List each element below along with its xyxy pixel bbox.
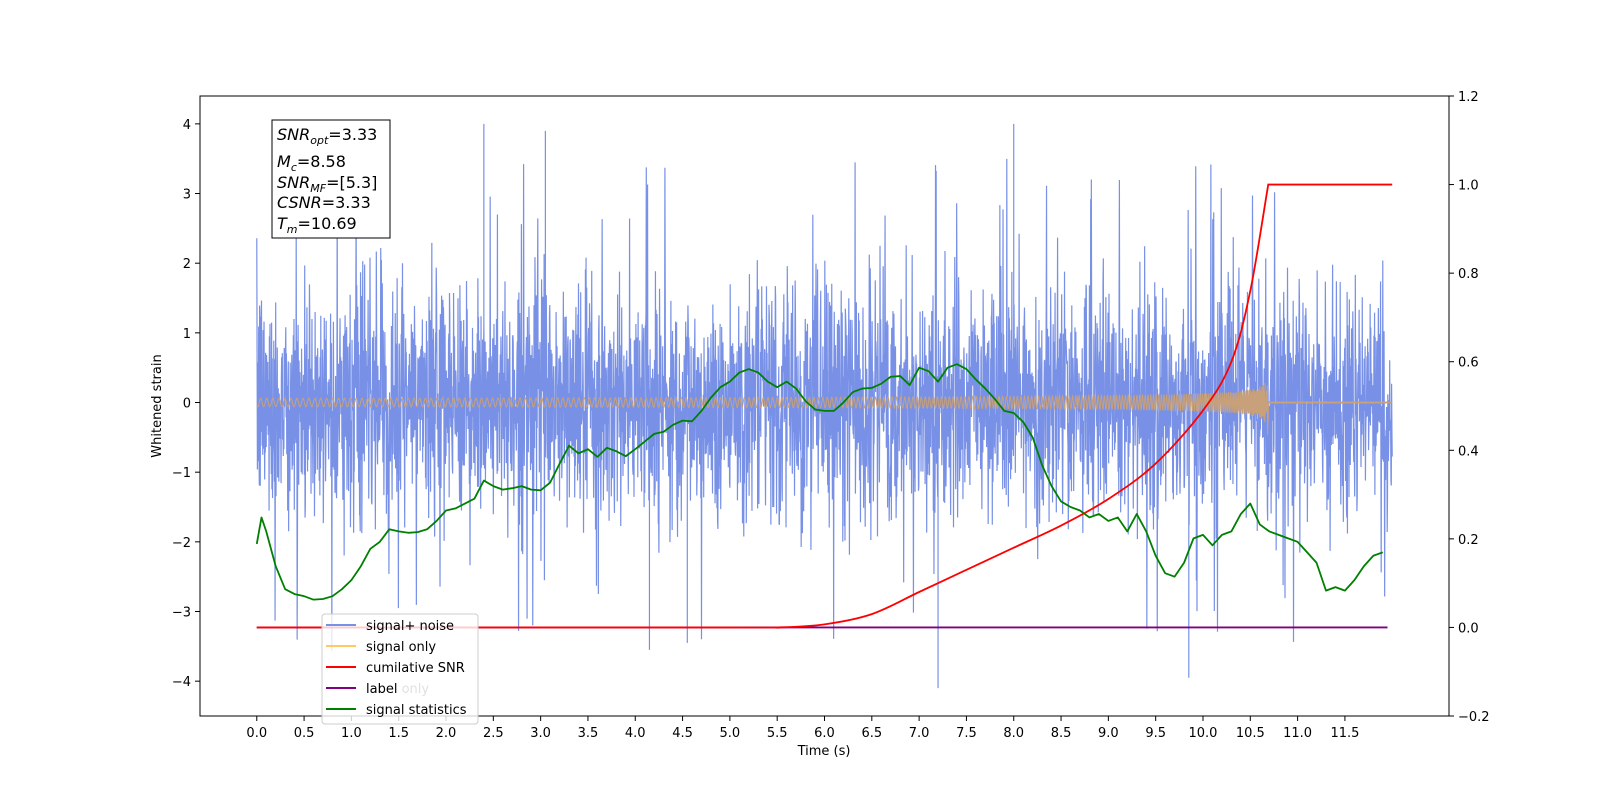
x-tick-label: 2.0 bbox=[436, 726, 457, 741]
legend-label-signal-statistics: signal statistics bbox=[366, 703, 467, 718]
y-left-tick-label: 0 bbox=[183, 397, 191, 412]
x-tick-label: 8.0 bbox=[1003, 726, 1024, 741]
x-tick-label: 1.0 bbox=[341, 726, 362, 741]
series-signal-noise bbox=[256, 123, 1393, 689]
info-line-csnr: CSNR=3.33 bbox=[277, 193, 371, 212]
x-tick-label: 0.0 bbox=[246, 726, 267, 741]
x-tick-label: 0.5 bbox=[294, 726, 315, 741]
x-tick-label: 9.5 bbox=[1145, 726, 1166, 741]
x-tick-label: 3.0 bbox=[530, 726, 551, 741]
y-left-tick-label: 3 bbox=[183, 188, 191, 203]
x-tick-label: 11.0 bbox=[1283, 726, 1312, 741]
plot-area bbox=[255, 123, 1393, 689]
x-tick-label: 5.0 bbox=[720, 726, 741, 741]
x-tick-label: 5.5 bbox=[767, 726, 788, 741]
x-tick-label: 7.5 bbox=[956, 726, 977, 741]
x-tick-label: 4.5 bbox=[672, 726, 693, 741]
y-left-tick-label: −4 bbox=[172, 675, 191, 690]
x-axis-label: Time (s) bbox=[797, 744, 851, 759]
info-line-tm: Tm=10.69 bbox=[277, 214, 357, 236]
y-left-tick-label: −3 bbox=[172, 606, 191, 621]
info-box-frame bbox=[271, 119, 391, 239]
x-tick-label: 4.0 bbox=[625, 726, 646, 741]
x-tick-label: 2.5 bbox=[483, 726, 504, 741]
info-box: SNRopt=3.33 Mc=8.58 SNRMF=[5.3] CSNR=3.3… bbox=[271, 119, 391, 239]
x-tick-label: 8.5 bbox=[1051, 726, 1072, 741]
x-tick-label: 9.0 bbox=[1098, 726, 1119, 741]
y-right-tick-label: 0.0 bbox=[1458, 621, 1479, 636]
legend-label-signal-noise: signal+ noise bbox=[366, 619, 454, 634]
legend-label-label: label bbox=[366, 682, 397, 697]
series-signal-only bbox=[256, 382, 1393, 435]
y-left-tick-label: 1 bbox=[183, 327, 191, 342]
x-tick-label: 10.0 bbox=[1189, 726, 1218, 741]
info-line-mc: Mc=8.58 bbox=[277, 152, 346, 174]
y-right-tick-label: 1.2 bbox=[1458, 90, 1479, 105]
legend-frame bbox=[321, 613, 479, 725]
y-right-tick-label: 0.4 bbox=[1458, 444, 1479, 459]
x-tick-label: 6.0 bbox=[814, 726, 835, 741]
x-tick-label: 10.5 bbox=[1236, 726, 1265, 741]
x-tick-label: 1.5 bbox=[388, 726, 409, 741]
y-right-tick-label: 1.0 bbox=[1458, 179, 1479, 194]
x-tick-label: 11.5 bbox=[1330, 726, 1359, 741]
y-left-tick-label: 4 bbox=[183, 118, 191, 133]
series-signal-statistics bbox=[255, 363, 1384, 601]
y-axis-left-label: Whitened strain bbox=[150, 354, 165, 457]
axes: 0.0 0.5 1.0 1.5 2.0 2.5 3.0 3.5 4.0 4.5 5.0 5.5 6.0 6… bbox=[172, 90, 1490, 741]
x-tick-label: 6.5 bbox=[861, 726, 882, 741]
y-right-tick-label: −0.2 bbox=[1458, 710, 1490, 725]
series-cumulative-snr bbox=[256, 183, 1393, 629]
legend-ghost-label: label only bbox=[366, 682, 429, 697]
y-left-tick-label: 2 bbox=[183, 257, 191, 272]
info-line-snr-mf: SNRMF=[5.3] bbox=[277, 173, 377, 195]
x-tick-label: 7.0 bbox=[909, 726, 930, 741]
x-tick-label: 3.5 bbox=[578, 726, 599, 741]
y-left-tick-label: −1 bbox=[172, 466, 191, 481]
legend-label-signal-only: signal only bbox=[366, 640, 436, 655]
legend: signal+ noise signal only cumilative SNR… bbox=[321, 613, 479, 725]
y-right-tick-label: 0.8 bbox=[1458, 267, 1479, 282]
y-right-tick-label: 0.6 bbox=[1458, 356, 1479, 371]
y-right-tick-label: 0.2 bbox=[1458, 533, 1479, 548]
y-left-tick-label: −2 bbox=[172, 536, 191, 551]
legend-label-cumulative-snr: cumilative SNR bbox=[366, 661, 465, 676]
info-line-snr-opt: SNRopt=3.33 bbox=[277, 125, 377, 147]
